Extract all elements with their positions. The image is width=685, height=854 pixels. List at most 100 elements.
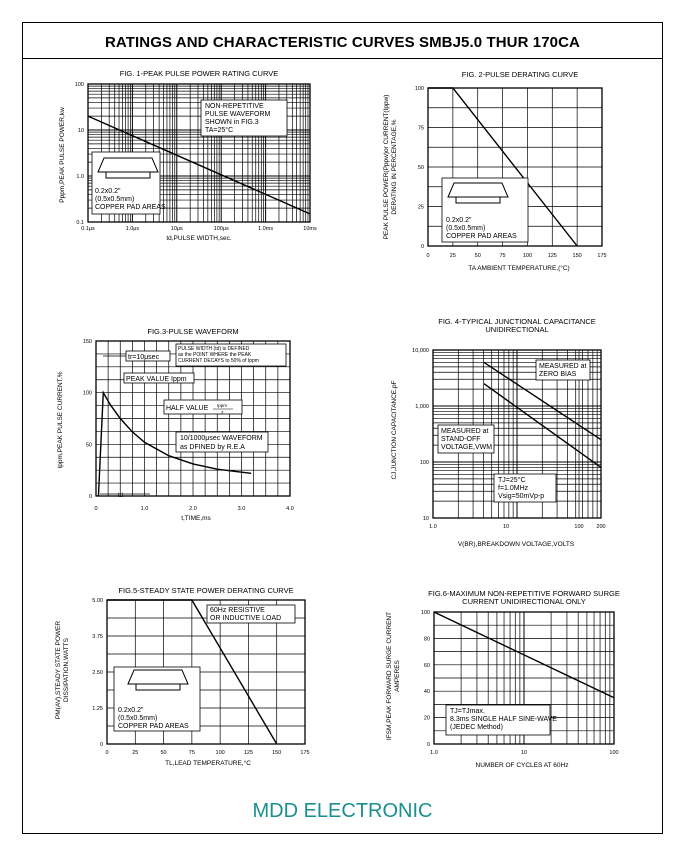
fig6-ytick: 20 (424, 716, 430, 722)
fig6-ytick: 60 (424, 663, 430, 669)
fig2-pad-note: (0.5x0.5mm) (446, 225, 485, 232)
fig1-pad-note: (0.5x0.5mm) (95, 196, 134, 203)
fig2-ylabel-2: DERATING IN PERCENTAGE,% (391, 119, 398, 214)
fig4-ylabel: CJ,JUNCTION CAPACITANCE,pF (391, 380, 398, 479)
fig2-ylabel: PEAK PULSE POWER(Pppw)or CURRENT(Ippw) (383, 95, 390, 240)
fig1-annotation: PULSE WAVEFORM (205, 111, 271, 118)
fig4-series-line-2 (483, 383, 602, 468)
fig4-conditions-label: Vsig=50mVp-p (498, 493, 544, 500)
fig3-half-label: HALF VALUE (166, 405, 209, 412)
fig2-xtick: 100 (523, 253, 532, 259)
fig2-xtick: 125 (548, 253, 557, 259)
fig2-xtick: 75 (500, 253, 506, 259)
fig4-title: UNIDIRECTIONAL (485, 325, 548, 334)
fig3-plot-frame (95, 340, 291, 497)
fig1-xtick: 1.0ms (258, 226, 273, 232)
fig6-annotation-box (445, 704, 551, 736)
fig1-annotation: TA=25°C (205, 126, 233, 134)
fig5-xtick: 125 (244, 750, 253, 756)
fig1-xtick: 1.0μs (126, 226, 140, 232)
fig5-plot-frame (106, 599, 306, 745)
fig3-td-label: td (118, 493, 123, 499)
fig3-wave-label: as DFINED by R.E.A (180, 444, 245, 451)
fig2-xlabel: TA AMBIENT TEMPERATURE,(°C) (468, 264, 569, 272)
fig1-ytick: 1.0 (76, 174, 84, 180)
fig4-zero-bias-label: ZERO BIAS (539, 371, 577, 378)
fig3-xtick: 2.0 (189, 506, 197, 512)
fig2-ytick: 25 (418, 205, 424, 211)
fig3-note-box (175, 343, 287, 367)
fig3-ytick: 0 (89, 494, 92, 500)
fig5-xtick: 175 (300, 750, 309, 756)
fig2-package-drawing-base (455, 196, 501, 204)
fig1-series-line (87, 115, 311, 215)
fig1-annotation: SHOWN in FIG.3 (205, 119, 259, 126)
fig1-ytick: 100 (75, 82, 84, 88)
fig4-title: FIG. 4-TYPICAL JUNCTIONAL CAPACITANCE (438, 317, 596, 326)
fig1-annotation: NON-REPETITIVE (205, 103, 264, 110)
fig3-ytick: 50 (86, 442, 92, 448)
fig6-plot-frame (433, 611, 615, 745)
fig4-conditions-label: f=1.0MHz (498, 485, 529, 492)
fig4-xtick: 100 (574, 524, 583, 530)
fig5-pad-note: 0.2x0.2" (118, 707, 144, 714)
fig5-ytick: 3.75 (92, 634, 103, 640)
fig2-xtick: 25 (450, 253, 456, 259)
fig5-xtick: 75 (189, 750, 195, 756)
fig5-annotation: 60Hz RESISTIVE (210, 607, 265, 614)
fig2-ytick: 50 (418, 165, 424, 171)
fig5-xtick: 50 (161, 750, 167, 756)
fig5-annotation-box (206, 604, 296, 624)
fig4-zero-bias-box (535, 359, 591, 381)
fig3-xtick: 3.0 (238, 506, 246, 512)
fig2-xtick: 50 (475, 253, 481, 259)
fig1-xtick: 100μs (214, 226, 229, 232)
fig4-ytick: 10 (423, 516, 429, 522)
fig3-ytick: 100 (83, 391, 92, 397)
fig1-annotation-box (200, 99, 288, 137)
fig1-package-drawing (97, 157, 159, 173)
fig6-annotation: TJ=TJmax. (450, 708, 485, 715)
fig1-ytick: 10 (78, 128, 84, 134)
fig2-series-line (428, 87, 578, 247)
fig4-standoff-label: MEASURED at (441, 428, 489, 435)
fig5-xtick: 0 (105, 750, 108, 756)
fig1-xtick: 10ms (303, 226, 317, 232)
fig3-half-box (163, 399, 243, 415)
fig5-pad-note: COPPER PAD AREAS (118, 723, 189, 730)
fig6-ylabel: IFSM,PEAK FORWARD SURGE CURRENT (386, 612, 393, 740)
fig5-xlabel: TL,LEAD TEMPERATURE,°C (165, 759, 251, 767)
fig3-note: as the POINT WHERE the PEAK (178, 352, 252, 358)
fig2-xtick: 0 (426, 253, 429, 259)
fig3-xtick: 1.0 (141, 506, 149, 512)
fig6-ytick: 80 (424, 636, 430, 642)
fig5-ytick: 5.00 (92, 598, 103, 604)
fig2-package-drawing (447, 182, 509, 198)
fig5-ytick: 1.25 (92, 706, 103, 712)
fig2-ytick: 100 (415, 86, 424, 92)
fig3-ylabel: Ippm,PEAK PULSE CURRENT,% (57, 371, 64, 468)
fig5-ytick: 2.50 (92, 670, 103, 676)
fig1-xlabel: td,PULSE WIDTH,sec. (166, 235, 232, 242)
fig3-series-line (97, 390, 252, 497)
fig3-wave-box (175, 431, 269, 453)
fig2-plot-frame (427, 87, 603, 247)
fig3-note: PULSE WIDTH (td) is DEFINED (178, 346, 250, 352)
fig2-pad-note: COPPER PAD AREAS (446, 233, 517, 240)
page-title: RATINGS AND CHARACTERISTIC CURVES SMBJ5.… (105, 34, 580, 51)
fig5-xtick: 100 (216, 750, 225, 756)
fig6-ylabel-2: AMPERES (394, 659, 401, 691)
fig3-title: FIG.3-PULSE WAVEFORM (147, 327, 238, 336)
fig3-peak-label: PEAK VALUE Ippm (126, 376, 187, 383)
fig6-xtick: 100 (609, 750, 618, 756)
fig1-ylabel: Pppm,PEAK PULSE POWER,kw (59, 107, 66, 203)
fig4-standoff-label: STAND-OFF (441, 436, 481, 443)
fig3-xtick: 4.0 (286, 506, 294, 512)
fig5-ytick: 0 (100, 742, 103, 748)
fig4-plot-frame (432, 349, 602, 519)
fig3-tr-label: tr=10μsec (128, 354, 160, 361)
fig1-xtick: 0.1μs (81, 226, 95, 232)
fig6-ytick: 0 (427, 742, 430, 748)
fig6-xtick: 10 (521, 750, 527, 756)
